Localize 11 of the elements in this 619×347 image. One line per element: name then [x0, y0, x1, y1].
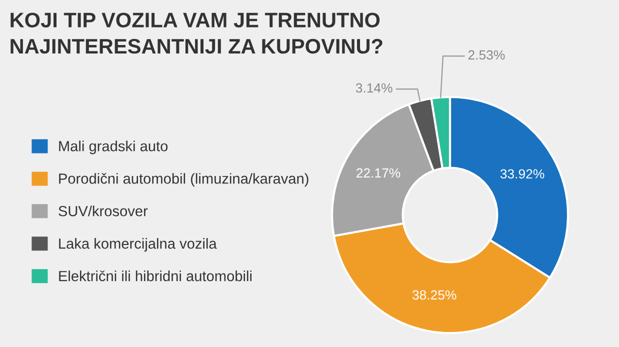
legend-label: SUV/krosover: [58, 206, 148, 216]
legend-label: Električni ili hibridni automobili: [59, 270, 252, 282]
chart-title: KOJI TIP VOZILA VAM JE TRENUTNO NAJINTERESANTNIJI ZA KUPOVINU?: [10, 12, 382, 54]
data-label: 33.92%: [500, 169, 544, 179]
data-label: 2.53%: [468, 50, 505, 60]
data-label: 22.17%: [356, 168, 400, 178]
data-label: 38.25%: [412, 290, 456, 300]
legend-label: Mali gradski auto: [59, 140, 168, 154]
legend-label: Laka komercijalna vozila: [59, 238, 217, 252]
data-label: 3.14%: [356, 83, 392, 93]
legend-label: Porodični automobil (limuzina/karavan): [59, 173, 308, 187]
